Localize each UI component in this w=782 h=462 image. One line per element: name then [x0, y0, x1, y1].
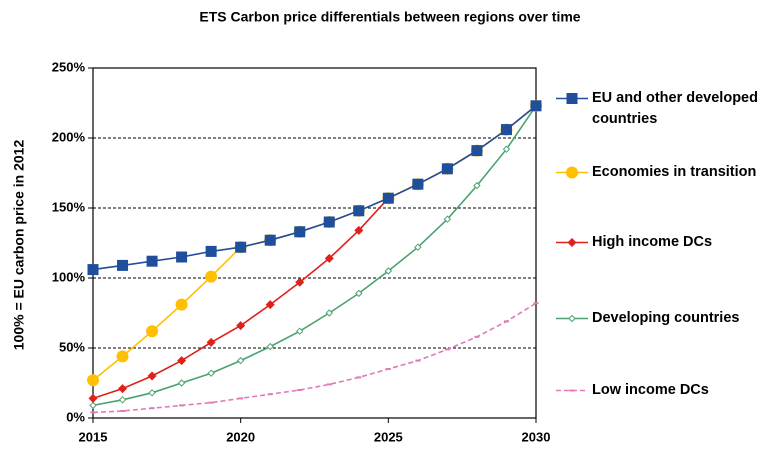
- marker: [177, 379, 186, 387]
- marker: [118, 396, 127, 404]
- series-line: [92, 105, 537, 381]
- marker: [235, 241, 247, 253]
- marker: [146, 255, 158, 267]
- series-line: [92, 105, 537, 407]
- marker: [265, 300, 275, 310]
- chart-title: ETS Carbon price differentials between r…: [199, 9, 580, 25]
- legend-label: High income DCs: [592, 234, 713, 250]
- marker: [176, 251, 188, 263]
- marker: [175, 298, 188, 311]
- legend-label: EU and other developed countries: [592, 90, 758, 127]
- legend-marker: [568, 314, 576, 323]
- legend-label: Low income DCs: [592, 382, 709, 398]
- marker: [88, 393, 98, 403]
- marker: [148, 389, 156, 397]
- marker: [294, 226, 306, 238]
- marker: [441, 163, 453, 175]
- marker: [117, 259, 129, 271]
- marker: [500, 124, 512, 136]
- marker: [87, 374, 99, 387]
- marker: [323, 216, 335, 228]
- marker: [264, 234, 276, 246]
- marker: [354, 225, 364, 235]
- marker: [353, 205, 365, 217]
- y-tick-label: 50%: [59, 339, 85, 354]
- marker: [382, 192, 394, 204]
- marker: [177, 356, 187, 366]
- marker: [236, 356, 245, 365]
- marker: [89, 401, 97, 410]
- legend-label: Economies in transition: [592, 164, 757, 180]
- marker: [443, 215, 452, 223]
- marker: [116, 350, 129, 363]
- marker: [147, 371, 157, 381]
- y-tick-label: 150%: [52, 199, 86, 214]
- series-line: [92, 302, 537, 414]
- y-axis-label: 100% = EU carbon price in 2012: [11, 140, 27, 351]
- marker: [236, 321, 246, 331]
- marker: [502, 145, 511, 153]
- marker: [325, 309, 333, 317]
- marker: [324, 253, 334, 263]
- plot-frame: [92, 67, 537, 419]
- legend-label: Developing countries: [592, 310, 740, 326]
- marker: [146, 325, 159, 338]
- marker: [355, 289, 363, 298]
- marker: [296, 327, 304, 335]
- marker: [384, 267, 393, 275]
- x-tick-label: 2025: [374, 429, 403, 444]
- marker: [530, 100, 542, 112]
- marker: [295, 277, 305, 287]
- marker: [473, 181, 481, 190]
- y-tick-label: 250%: [52, 59, 86, 74]
- legend-marker: [566, 166, 578, 179]
- marker: [412, 178, 424, 190]
- marker: [87, 264, 99, 276]
- x-tick-label: 2020: [226, 429, 255, 444]
- series-line: [92, 105, 537, 400]
- x-tick-label: 2015: [79, 429, 108, 444]
- y-tick-label: 0%: [66, 409, 85, 424]
- series-line: [92, 105, 537, 271]
- marker: [206, 337, 216, 347]
- legend-marker: [567, 238, 577, 247]
- marker: [414, 243, 422, 251]
- marker: [266, 342, 274, 351]
- legend-marker: [566, 93, 578, 104]
- marker: [118, 384, 128, 394]
- marker: [205, 245, 217, 257]
- marker: [205, 270, 218, 283]
- y-tick-label: 100%: [52, 269, 86, 284]
- marker: [207, 369, 215, 377]
- x-tick-label: 2030: [522, 429, 551, 444]
- marker: [471, 145, 483, 157]
- y-tick-label: 200%: [52, 129, 86, 144]
